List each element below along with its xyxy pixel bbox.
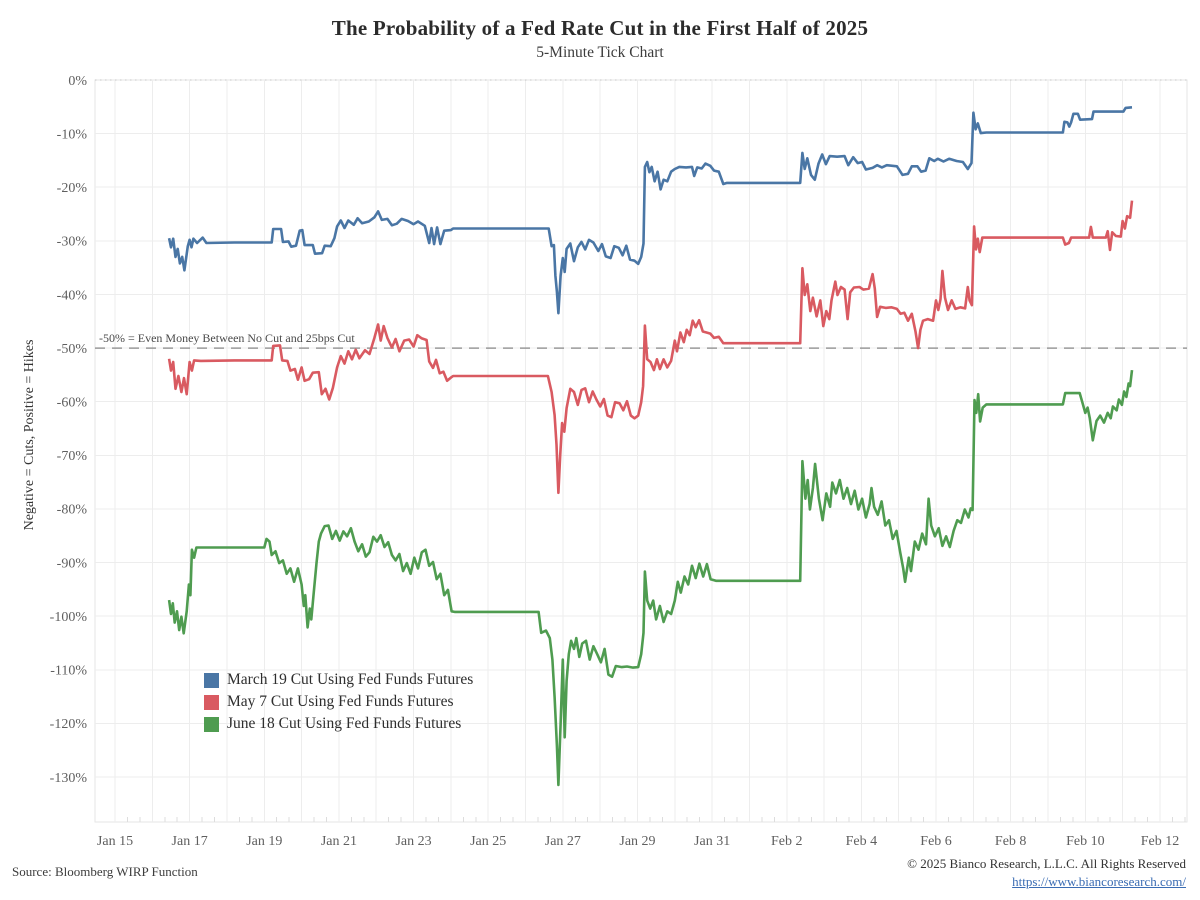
y-tick-label: -60%: [57, 395, 88, 410]
legend-swatch-may7: [204, 694, 219, 710]
x-tick-label: Jan 15: [97, 834, 133, 849]
x-tick-label: Feb 6: [920, 834, 952, 849]
y-tick-label: -20%: [57, 181, 88, 196]
footer-right: © 2025 Bianco Research, L.L.C. All Right…: [907, 856, 1186, 892]
y-tick-label: -120%: [50, 717, 88, 732]
x-tick-label: Feb 10: [1066, 834, 1105, 849]
legend-swatch-june18: [204, 716, 219, 732]
x-tick-label: Feb 2: [771, 834, 803, 849]
y-tick-label: -70%: [57, 449, 88, 464]
legend-swatch-march19: [204, 672, 219, 688]
y-tick-label: -130%: [50, 771, 88, 786]
y-axis-title: Negative = Cuts, Positive = Hikes: [22, 339, 37, 531]
x-tick-label: Jan 21: [321, 834, 357, 849]
series-line-june18: [167, 369, 1134, 787]
y-tick-label: -100%: [50, 610, 88, 625]
legend-label-may7: May 7 Cut Using Fed Funds Futures: [227, 693, 454, 710]
y-tick-label: -80%: [57, 503, 88, 518]
x-tick-label: Jan 17: [172, 834, 208, 849]
legend-label-march19: March 19 Cut Using Fed Funds Futures: [227, 671, 474, 688]
legend-row-march19: March 19 Cut Using Fed Funds Futures: [204, 671, 473, 689]
y-tick-label: -30%: [57, 235, 88, 250]
x-tick-label: Jan 19: [246, 834, 282, 849]
x-tick-label: Jan 31: [694, 834, 730, 849]
series-line-march19: [167, 106, 1133, 315]
y-tick-label: -50%: [57, 342, 88, 357]
copyright-text: © 2025 Bianco Research, L.L.C. All Right…: [907, 856, 1186, 871]
y-tick-label: -10%: [57, 127, 88, 142]
x-tick-label: Feb 4: [846, 834, 878, 849]
x-tick-label: Feb 8: [995, 834, 1027, 849]
series-line-may7: [167, 200, 1134, 495]
x-tick-label: Jan 27: [545, 834, 581, 849]
x-tick-label: Jan 25: [470, 834, 506, 849]
even-money-annotation: -50% = Even Money Between No Cut and 25b…: [99, 331, 355, 345]
y-tick-label: -90%: [57, 556, 88, 571]
legend-label-june18: June 18 Cut Using Fed Funds Futures: [227, 715, 462, 732]
y-tick-label: -40%: [57, 288, 88, 303]
x-tick-label: Jan 23: [395, 834, 431, 849]
chart-title: The Probability of a Fed Rate Cut in the…: [331, 16, 869, 40]
biancoresearch-link[interactable]: https://www.biancoresearch.com/: [1012, 874, 1186, 890]
y-tick-label: -110%: [50, 664, 87, 679]
legend-row-june18: June 18 Cut Using Fed Funds Futures: [204, 715, 473, 733]
source-note: Source: Bloomberg WIRP Function: [12, 864, 198, 879]
chart-subtitle: 5-Minute Tick Chart: [536, 44, 664, 61]
x-tick-label: Feb 12: [1141, 834, 1180, 849]
legend-row-may7: May 7 Cut Using Fed Funds Futures: [204, 693, 473, 711]
y-tick-label: 0%: [68, 74, 87, 89]
x-tick-label: Jan 29: [619, 834, 655, 849]
legend: March 19 Cut Using Fed Funds Futures May…: [204, 671, 473, 737]
